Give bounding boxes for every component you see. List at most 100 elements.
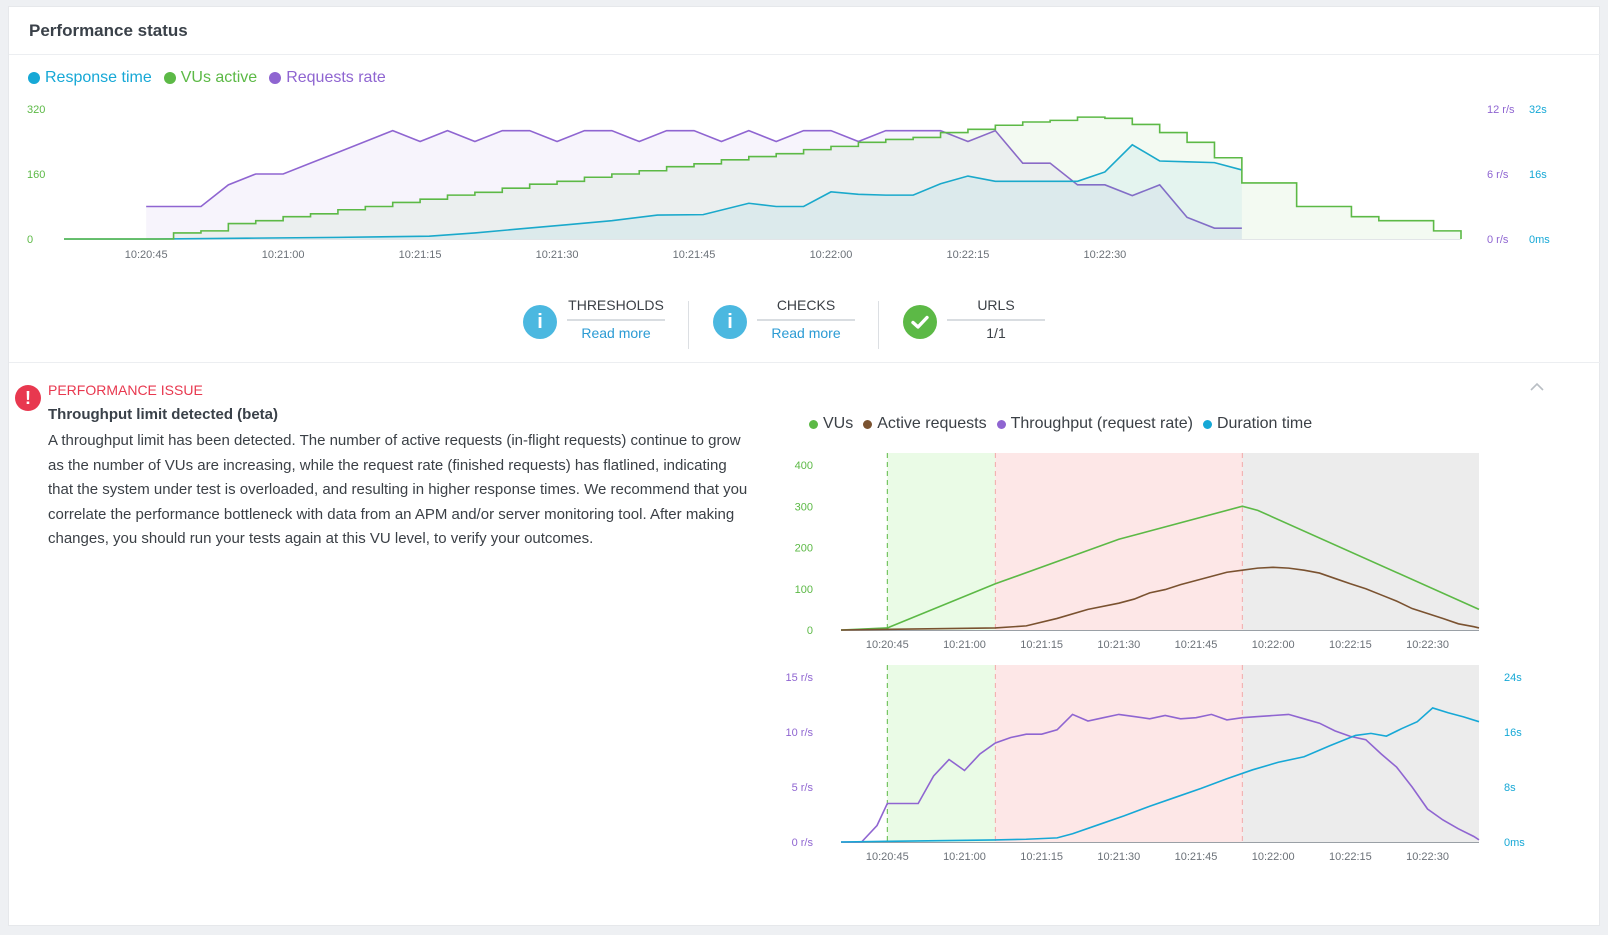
x-tick-label: 10:20:45 [866,851,909,863]
legend-label: Response time [45,69,152,86]
x-tick-label: 10:22:00 [1252,639,1295,651]
legend-dot-icon [269,72,282,84]
panel-title: Performance status [29,21,188,40]
legend-item-throughput[interactable]: Throughput (request rate) [996,415,1193,433]
checks-summary: i CHECKS Read more [713,297,883,357]
series-line-duration-time [840,707,1480,843]
y-left-tick-label: 320 [27,104,45,116]
series-line-vus [840,505,1480,631]
title-divider [9,54,1601,55]
x-tick-label: 10:22:15 [1329,639,1372,651]
x-tick-label: 10:22:15 [947,249,990,261]
series-area-response-time [64,144,1242,239]
issue-chart-legend: VUs Active requests Throughput (request … [809,415,1312,433]
y-right-rate-tick-label: 6 r/s [1487,169,1509,181]
issue-label: PERFORMANCE ISSUE [48,382,203,398]
x-tick-label: 10:22:00 [1252,851,1295,863]
y-right-tick-label: 24s [1504,672,1522,684]
legend-item-vus[interactable]: VUs [809,415,853,433]
series-line-requests-rate [146,129,1242,229]
y-left-tick-label: 200 [795,543,813,555]
series-line-response-time [64,143,1243,240]
y-left-tick-label: 10 r/s [785,727,813,739]
x-tick-label: 10:21:00 [943,851,986,863]
series-line-throughput-request-rate- [841,713,1480,843]
series-line-active-requests [840,566,1480,631]
legend-label: Active requests [877,415,987,432]
x-tick-label: 10:21:15 [1020,639,1063,651]
main-chart-legend: Response time VUs active Requests rate [28,69,386,87]
legend-label: VUs active [180,69,258,86]
thresholds-summary: i THRESHOLDS Read more [523,297,693,357]
x-tick-label: 10:20:45 [866,639,909,651]
legend-label: Throughput (request rate) [1010,415,1193,432]
x-tick-label: 10:21:30 [1097,851,1140,863]
x-tick-label: 10:21:45 [1175,639,1218,651]
y-left-tick-label: 400 [795,460,813,472]
y-left-tick-label: 160 [27,169,45,181]
x-tick-label: 10:22:30 [1406,851,1449,863]
region-overload [995,453,1243,630]
series-area-requests-rate [146,130,1242,239]
legend-item-duration-time[interactable]: Duration time [1202,415,1313,433]
main-chart: 320 160 0 12 r/s 6 r/s 0 r/s 32s 16s 0ms 10:20:45… [27,104,1550,261]
performance-status-panel: Performance status Response time VUs act… [8,6,1601,926]
x-tick-label: 10:21:15 [1020,851,1063,863]
x-tick-label: 10:21:15 [399,249,442,261]
legend-item-requests-rate[interactable]: Requests rate [269,69,386,87]
checks-heading: CHECKS [757,297,855,321]
region-rampdown [1242,453,1479,630]
region-warmup [887,453,996,630]
info-icon: i [713,305,747,339]
x-tick-label: 10:22:15 [1329,851,1372,863]
region-warmup [887,665,996,842]
x-tick-label: 10:21:00 [943,639,986,651]
issue-chart-throughput-duration: 15 r/s 10 r/s 5 r/s 0 r/s 24s 16s 8s 0ms 10:20:4… [785,665,1525,863]
urls-value: 1/1 [986,325,1006,341]
x-tick-label: 10:20:45 [125,249,168,261]
legend-label: Requests rate [286,69,386,86]
y-right-tick-label: 16s [1504,727,1522,739]
legend-dot-icon [1202,419,1212,429]
x-tick-label: 10:22:00 [810,249,853,261]
y-right-rate-tick-label: 0 r/s [1487,234,1509,246]
region-overload [995,665,1243,842]
y-left-tick-label: 100 [795,584,813,596]
legend-label: Duration time [1216,415,1313,432]
legend-item-active-requests[interactable]: Active requests [863,415,987,433]
summary-divider [878,301,879,349]
info-icon: i [523,305,557,339]
issue-description: A throughput limit has been detected. Th… [48,432,748,547]
y-left-tick-label: 0 [27,234,33,246]
y-right-time-tick-label: 16s [1529,169,1547,181]
y-left-tick-label: 0 [807,625,813,637]
x-tick-label: 10:21:45 [673,249,716,261]
thresholds-read-more-link[interactable]: Read more [581,325,651,341]
urls-summary: URLS 1/1 [903,297,1073,357]
y-right-rate-tick-label: 12 r/s [1487,104,1515,116]
legend-label: VUs [823,415,854,432]
section-divider [9,362,1601,363]
check-icon [903,305,937,339]
chevron-up-icon[interactable] [1529,376,1545,397]
urls-heading: URLS [947,297,1045,321]
thresholds-heading: THRESHOLDS [567,297,665,321]
legend-dot-icon [863,419,873,429]
x-tick-label: 10:21:45 [1175,851,1218,863]
series-area-vus-active [64,117,1461,239]
x-tick-label: 10:21:00 [262,249,305,261]
region-rampdown [1242,665,1479,842]
series-line-vus-active [64,116,1462,240]
legend-item-vus-active[interactable]: VUs active [163,69,258,87]
summary-bar: i THRESHOLDS Read more i CHECKS Read mor… [9,297,1601,357]
legend-item-response-time[interactable]: Response time [28,69,152,87]
x-tick-label: 10:22:30 [1083,249,1126,261]
y-right-time-tick-label: 32s [1529,104,1547,116]
x-tick-label: 10:22:30 [1406,639,1449,651]
issue-title: Throughput limit detected (beta) [48,406,278,423]
legend-dot-icon [163,72,176,84]
y-left-tick-label: 300 [795,501,813,513]
y-right-tick-label: 8s [1504,782,1516,794]
checks-read-more-link[interactable]: Read more [771,325,841,341]
y-right-tick-label: 0ms [1504,837,1525,849]
